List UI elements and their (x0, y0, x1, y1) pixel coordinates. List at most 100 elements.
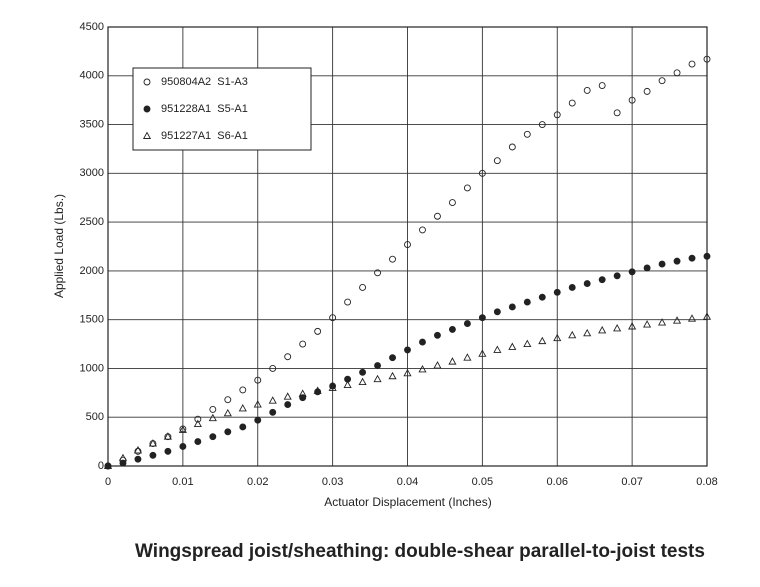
x-tick-label: 0.07 (621, 476, 642, 488)
y-tick-label: 1000 (80, 362, 104, 374)
point (568, 99, 576, 107)
y-tick-label: 500 (86, 411, 104, 423)
point (313, 386, 322, 394)
point (283, 392, 292, 400)
y-tick-label: 4500 (80, 21, 104, 33)
point (583, 86, 591, 94)
point (493, 345, 502, 353)
point (359, 368, 367, 376)
point (178, 425, 187, 433)
point (119, 459, 127, 467)
y-tick-label: 1500 (80, 314, 104, 326)
point (553, 111, 561, 119)
point (194, 438, 202, 446)
point (613, 272, 621, 280)
x-axis-label: Actuator Displacement (Inches) (324, 495, 491, 509)
point (269, 408, 277, 416)
point (478, 169, 486, 177)
point (448, 357, 457, 365)
y-tick-label: 3000 (80, 167, 104, 179)
point (478, 349, 487, 357)
point (523, 298, 531, 306)
point (702, 312, 712, 320)
point (269, 364, 277, 372)
point (358, 377, 367, 386)
point (538, 336, 547, 345)
point (239, 386, 247, 394)
x-tick-label: 0.08 (696, 476, 717, 488)
legend-label: 950804A2 S1-A3 (161, 76, 248, 88)
point (224, 396, 232, 404)
point (404, 346, 411, 354)
point (403, 368, 412, 377)
point (148, 439, 157, 447)
point (538, 293, 546, 301)
x-tick-label: 0.05 (472, 476, 493, 488)
point (553, 333, 562, 342)
y-axis-label: Applied Load (Lbs.) (52, 194, 66, 298)
point (463, 353, 472, 361)
x-tick-label: 0.03 (322, 476, 343, 488)
point (538, 121, 546, 129)
point (299, 394, 307, 402)
point (389, 354, 396, 362)
legend-label: 951228A1 S5-A1 (161, 103, 248, 115)
point (133, 445, 143, 454)
legend-marker (142, 131, 152, 139)
series (103, 312, 712, 469)
point (329, 314, 337, 322)
point (209, 433, 217, 441)
y-tick-label: 3500 (80, 118, 104, 130)
y-tick-label: 2500 (80, 216, 104, 228)
point (343, 380, 352, 388)
point (568, 330, 577, 339)
point (508, 143, 516, 151)
point (404, 241, 411, 248)
point (419, 338, 426, 346)
point (434, 331, 441, 339)
x-tick-label: 0 (105, 476, 111, 488)
legend-marker (143, 105, 151, 113)
point (299, 340, 307, 348)
point (344, 298, 352, 306)
point (419, 226, 426, 234)
point (673, 69, 681, 77)
point (523, 339, 532, 348)
point (598, 82, 606, 89)
point (658, 318, 667, 326)
point (583, 328, 592, 337)
point (208, 413, 217, 422)
point (463, 184, 471, 192)
point (658, 77, 666, 85)
series (104, 252, 711, 470)
point (328, 383, 337, 391)
x-tick-label: 0.04 (397, 476, 418, 488)
point (298, 389, 307, 397)
point (434, 212, 441, 220)
point (253, 400, 262, 408)
point (568, 284, 576, 291)
point (149, 451, 157, 459)
point (194, 415, 202, 423)
point (493, 308, 501, 316)
point (643, 320, 652, 328)
point (628, 268, 636, 276)
point (103, 461, 113, 469)
point (134, 455, 142, 463)
point (239, 423, 247, 431)
point (658, 260, 666, 268)
point (508, 342, 517, 350)
point (583, 280, 591, 288)
point (134, 447, 142, 455)
point (179, 443, 187, 450)
x-tick-label: 0.01 (172, 476, 193, 488)
point (688, 60, 696, 68)
point (613, 109, 621, 117)
plot-frame (107, 26, 708, 467)
legend-box (132, 67, 312, 151)
point (238, 404, 247, 412)
point (448, 199, 456, 207)
point (374, 362, 381, 369)
point (508, 303, 516, 311)
